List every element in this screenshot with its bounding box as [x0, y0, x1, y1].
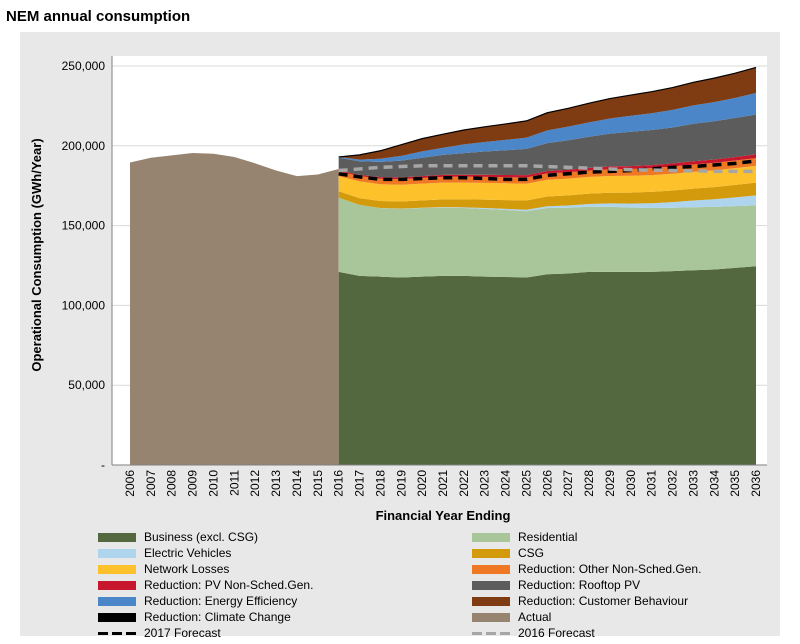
area-reduction-customer-behaviour	[338, 67, 756, 160]
x-tick-label: 2031	[645, 470, 659, 497]
legend-label: Reduction: Rooftop PV	[518, 578, 641, 592]
x-tick-label: 2030	[624, 470, 638, 497]
legend-label: Actual	[518, 610, 552, 624]
legend-item-reduction-rooftop-pv: Reduction: Rooftop PV	[472, 578, 640, 592]
x-tick-label: 2015	[311, 470, 325, 497]
legend-item-reduction-energy-efficiency: Reduction: Energy Efficiency	[98, 594, 297, 608]
legend-swatch	[98, 532, 136, 542]
x-tick-label: 2013	[269, 470, 283, 497]
x-tick-label: 2008	[165, 470, 179, 497]
x-tick-label: 2011	[227, 470, 241, 496]
y-tick-label: 250,000	[62, 59, 106, 73]
x-tick-label: 2019	[394, 470, 408, 497]
area-reduction-other-non-sched-gen	[338, 158, 756, 185]
y-tick-label: 200,000	[62, 139, 106, 153]
x-tick-label: 2036	[749, 470, 763, 497]
area-reduction-rooftop-pv	[338, 114, 756, 178]
x-tick-label: 2028	[582, 470, 596, 497]
x-tick-label: 2020	[415, 470, 429, 497]
legend-label: CSG	[518, 546, 545, 560]
x-tick-label: 2018	[373, 470, 387, 497]
x-axis-title: Financial Year Ending	[376, 508, 511, 523]
x-tick-label: 2012	[248, 470, 262, 497]
x-tick-label: 2029	[603, 470, 617, 497]
legend-item-reduction-climate-change: Reduction: Climate Change	[98, 610, 291, 624]
legend-label: 2016 Forecast	[518, 626, 595, 640]
legend-item-residential: Residential	[472, 530, 577, 544]
legend-item-2016-forecast: 2016 Forecast	[472, 626, 595, 640]
legend-swatch	[98, 564, 136, 574]
legend-item-actual: Actual	[472, 610, 551, 624]
x-tick-label: 2022	[457, 470, 471, 497]
x-tick-label: 2033	[686, 470, 700, 497]
x-tick-label: 2024	[499, 470, 513, 497]
x-tick-label: 2023	[478, 470, 492, 497]
legend-swatch	[472, 629, 510, 638]
area-business-excl-csg	[338, 266, 756, 465]
area-actual	[130, 152, 339, 465]
legend-swatch	[98, 612, 136, 622]
legend-swatch	[472, 596, 510, 606]
y-tick-label: 50,000	[68, 378, 105, 392]
legend-item-reduction-customer-behaviour: Reduction: Customer Behaviour	[472, 594, 688, 608]
x-tick-label: 2027	[561, 470, 575, 497]
x-tick-label: 2021	[436, 470, 450, 497]
area-residential	[338, 197, 756, 278]
legend-item-electric-vehicles: Electric Vehicles	[98, 546, 231, 560]
x-tick-label: 2026	[540, 470, 554, 497]
legend-swatch	[98, 629, 136, 638]
line-2016-forecast	[338, 164, 756, 174]
x-tick-label: 2017	[353, 470, 367, 497]
legend-swatch	[472, 564, 510, 574]
legend-swatch	[98, 580, 136, 590]
x-tick-label: 2016	[332, 470, 346, 497]
x-tick-label: 2006	[123, 470, 137, 497]
legend-label: Reduction: PV Non-Sched.Gen.	[144, 578, 314, 592]
legend-label: Reduction: Customer Behaviour	[518, 594, 689, 608]
legend-swatch	[98, 596, 136, 606]
x-tick-label: 2032	[666, 470, 680, 497]
y-tick-label: 150,000	[62, 219, 106, 233]
chart-title: NEM annual consumption	[6, 8, 191, 25]
area-electric-vehicles	[338, 195, 756, 212]
x-tick-label: 2010	[206, 470, 220, 497]
legend-label: Network Losses	[144, 562, 230, 576]
legend-item-reduction-pv-non-sched-gen: Reduction: PV Non-Sched.Gen.	[98, 578, 313, 592]
legend-label: 2017 Forecast	[144, 626, 221, 640]
legend-item-business-excl-csg: Business (excl. CSG)	[98, 530, 258, 544]
x-tick-label: 2035	[728, 470, 742, 497]
area-network-losses	[338, 165, 756, 202]
x-tick-label: 2025	[519, 470, 533, 497]
legend-item-csg: CSG	[472, 546, 544, 560]
y-tick-label: -	[101, 458, 105, 472]
legend-label: Reduction: Other Non-Sched.Gen.	[518, 562, 702, 576]
legend-swatch	[472, 532, 510, 542]
legend-label: Business (excl. CSG)	[144, 530, 259, 544]
y-axis-title: Operational Consumption (GWh/Year)	[29, 138, 44, 371]
area-csg	[338, 182, 756, 210]
legend-label: Reduction: Energy Efficiency	[144, 594, 298, 608]
x-tick-label: 2034	[707, 470, 721, 497]
legend-label: Electric Vehicles	[144, 546, 232, 560]
legend-item-2017-forecast: 2017 Forecast	[98, 626, 221, 640]
legend-swatch	[98, 548, 136, 558]
line-2017-forecast	[338, 159, 757, 182]
legend-swatch	[472, 612, 510, 622]
legend-item-network-losses: Network Losses	[98, 562, 229, 576]
x-tick-label: 2009	[186, 470, 200, 497]
x-tick-label: 2014	[290, 470, 304, 497]
area-reduction-climate-change	[338, 66, 757, 158]
legend-label: Reduction: Climate Change	[144, 610, 291, 624]
y-tick-label: 100,000	[62, 298, 106, 312]
legend-swatch	[472, 548, 510, 558]
legend-label: Residential	[518, 530, 578, 544]
legend-item-reduction-other-non-sched-gen: Reduction: Other Non-Sched.Gen.	[472, 562, 701, 576]
x-tick-label: 2007	[144, 470, 158, 497]
area-reduction-energy-efficiency	[338, 92, 756, 162]
legend-swatch	[472, 580, 510, 590]
